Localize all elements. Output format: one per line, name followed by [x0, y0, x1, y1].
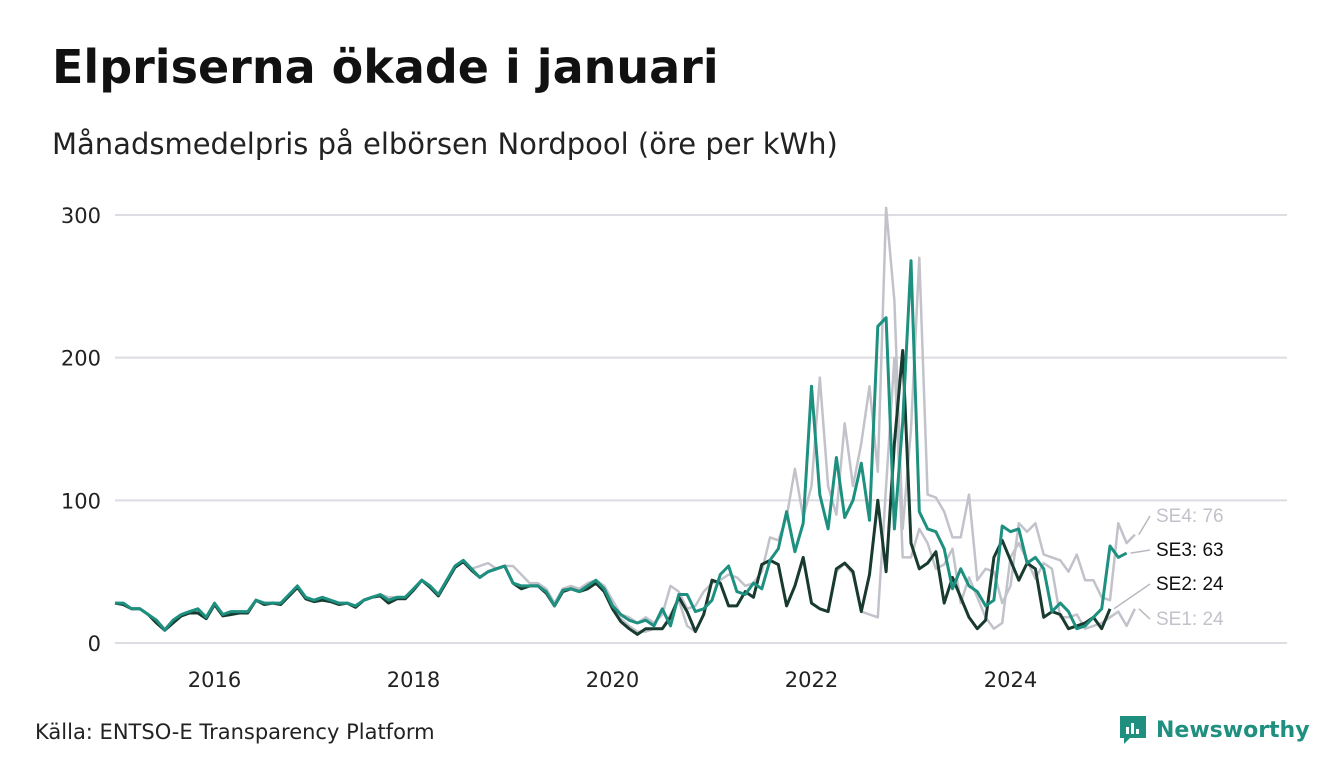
- series-end-labels: SE4: 76 SE1: 24 SE2: 24 SE3: 63: [1113, 506, 1224, 630]
- newsworthy-logo[interactable]: Newsworthy: [1118, 714, 1310, 746]
- series-end-label-se2: SE2: 24: [1156, 574, 1224, 595]
- y-tick-label: 200: [61, 347, 101, 371]
- x-tick-label: 2016: [188, 668, 241, 692]
- x-axis-ticks: 2016 2018 2020 2022 2024: [188, 668, 1037, 692]
- x-tick-label: 2020: [586, 668, 639, 692]
- series-line-se1: [114, 356, 1137, 633]
- series-end-label-se1: SE1: 24: [1156, 609, 1224, 630]
- label-connector-se3: [1130, 549, 1151, 554]
- chart-subtitle: Månadsmedelpris på elbörsen Nordpool (ör…: [52, 127, 838, 161]
- brand-name: Newsworthy: [1156, 717, 1310, 743]
- label-connector-se2: [1113, 583, 1151, 610]
- y-axis-ticks: 0 100 200 300: [61, 204, 101, 656]
- y-tick-label: 100: [61, 489, 101, 513]
- label-connector-se4: [1138, 515, 1151, 535]
- gridlines: [115, 214, 1287, 644]
- newsworthy-logo-icon: [1120, 716, 1146, 744]
- chart-title: Elpriserna ökade i januari: [52, 40, 719, 94]
- series-line-se4: [115, 206, 1136, 630]
- series-lines: [114, 206, 1137, 636]
- x-tick-label: 2018: [387, 668, 440, 692]
- series-end-label-se3: SE3: 63: [1156, 540, 1224, 561]
- y-tick-label: 0: [88, 632, 101, 656]
- x-tick-label: 2022: [785, 668, 838, 692]
- label-connector-se1: [1138, 608, 1151, 620]
- x-tick-label: 2024: [984, 668, 1037, 692]
- series-line-se3: [115, 259, 1128, 632]
- series-line-se2: [114, 349, 1112, 636]
- source-note: Källa: ENTSO-E Transparency Platform: [35, 720, 435, 744]
- y-tick-label: 300: [61, 204, 101, 228]
- series-end-label-se4: SE4: 76: [1156, 506, 1224, 527]
